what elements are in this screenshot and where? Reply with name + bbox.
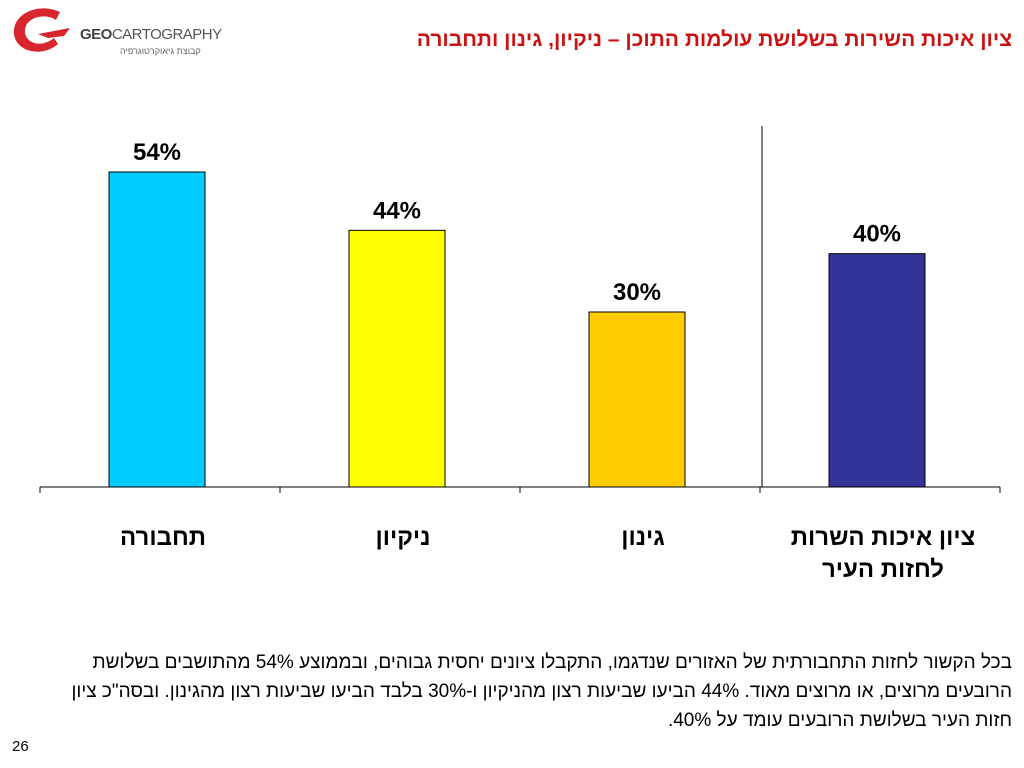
bar-2 (348, 229, 446, 488)
bar-data-label: 30% (613, 279, 661, 306)
category-label: תחבורה (120, 524, 206, 551)
category-label: ניקיון (375, 524, 430, 551)
logo-wordmark: GEOCARTOGRAPHY (80, 26, 222, 43)
bar-3 (588, 311, 686, 488)
category-label: גינון (621, 524, 665, 551)
bar-1 (108, 171, 206, 488)
geocartography-logo: GEOCARTOGRAPHY קבוצת גיאוקרטוגרפיה (8, 4, 228, 60)
bar-data-label: 40% (853, 221, 901, 248)
bar-chart: 54% תחבורה 44% ניקיון 30% גינון 40% ציון איכות … (39, 126, 1001, 583)
page-number: 26 (12, 738, 29, 755)
bar-data-label: 44% (373, 197, 421, 224)
bar-4 (828, 253, 926, 488)
slide-title: ציון איכות השירות בשלושת עולמות התוכן – … (416, 28, 1012, 51)
logo-tagline: קבוצת גיאוקרטוגרפיה (120, 46, 201, 56)
category-label: לחזות העיר (822, 556, 944, 583)
logo-swoosh-icon (13, 8, 70, 52)
bar-data-label: 54% (133, 139, 181, 166)
category-label: ציון איכות השרות (791, 524, 975, 551)
summary-paragraph: בכל הקשור לחזות התחבורתית של האזורים שנד… (71, 652, 1012, 731)
